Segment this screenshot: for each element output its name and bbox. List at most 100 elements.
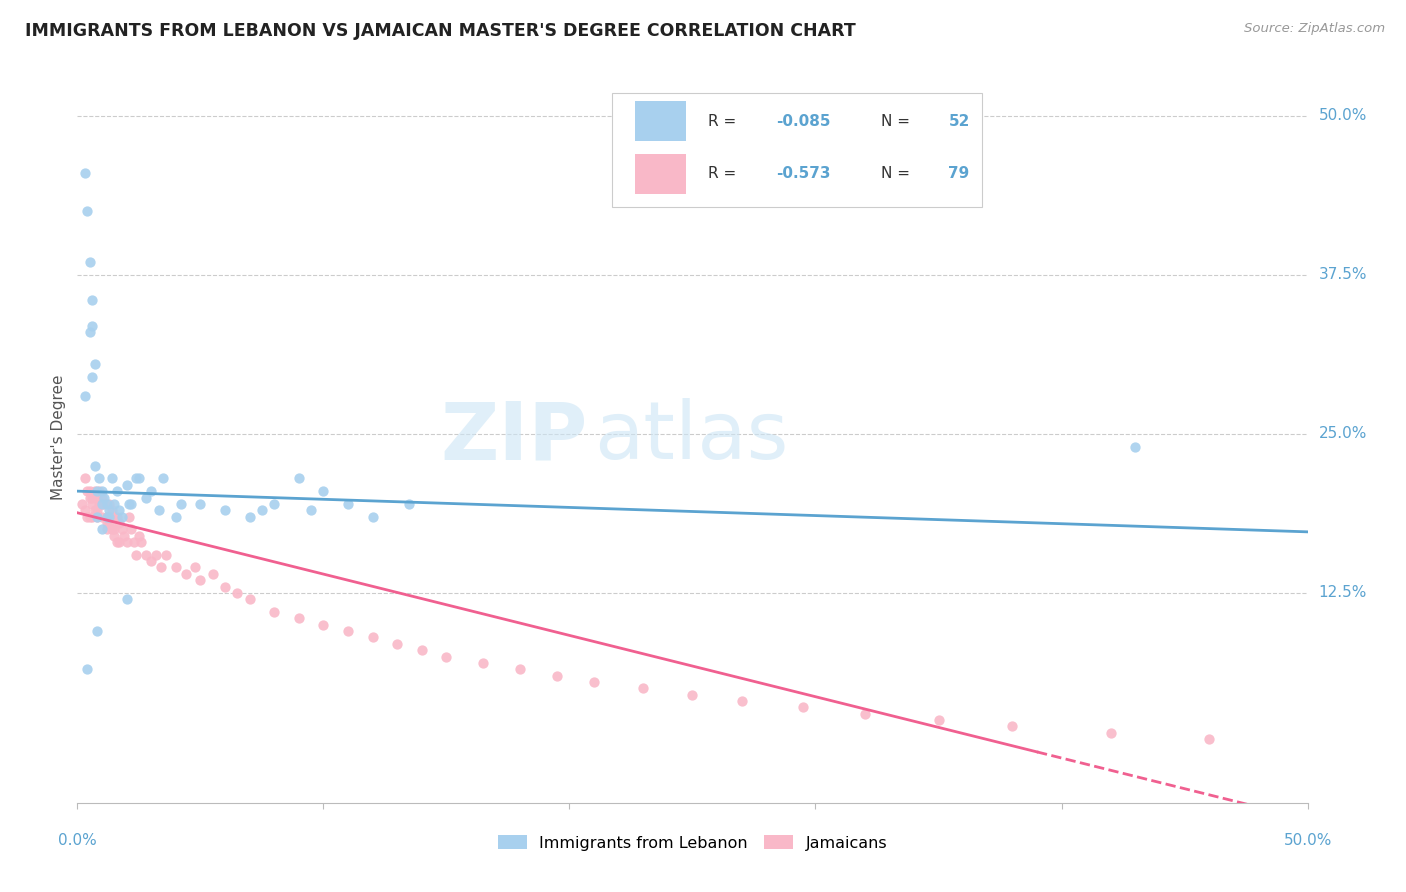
Point xyxy=(201,566,224,581)
Point xyxy=(121,497,143,511)
Point xyxy=(188,573,212,587)
Point xyxy=(82,318,104,333)
Point xyxy=(125,471,148,485)
Point xyxy=(288,611,311,625)
Point xyxy=(96,522,118,536)
Point xyxy=(148,503,170,517)
Point xyxy=(1125,440,1147,454)
Text: N =: N = xyxy=(880,166,914,181)
Point xyxy=(118,497,141,511)
Point xyxy=(108,503,131,517)
Point xyxy=(361,509,384,524)
Text: ZIP: ZIP xyxy=(440,398,588,476)
Point xyxy=(337,497,360,511)
Point xyxy=(98,509,121,524)
Point xyxy=(174,566,197,581)
Point xyxy=(583,675,606,690)
Text: 79: 79 xyxy=(949,166,970,181)
Point xyxy=(89,484,111,499)
Point xyxy=(103,522,125,536)
Point xyxy=(115,535,138,549)
Point xyxy=(105,484,128,499)
Text: -0.573: -0.573 xyxy=(776,166,831,181)
Text: 50.0%: 50.0% xyxy=(1284,833,1331,848)
Text: R =: R = xyxy=(709,166,741,181)
Point xyxy=(93,491,115,505)
Point xyxy=(96,509,118,524)
Point xyxy=(214,580,236,594)
Point xyxy=(86,509,108,524)
Point xyxy=(70,497,93,511)
Point xyxy=(76,204,98,219)
Point xyxy=(141,554,163,568)
Point xyxy=(263,497,285,511)
Point xyxy=(96,497,118,511)
Point xyxy=(214,503,236,517)
Text: 52: 52 xyxy=(949,113,970,128)
Point xyxy=(79,484,101,499)
Point xyxy=(83,484,105,499)
Point xyxy=(1099,726,1122,740)
Point xyxy=(86,484,108,499)
Point xyxy=(83,458,105,473)
Point xyxy=(73,503,96,517)
Point xyxy=(239,509,262,524)
Point xyxy=(86,624,108,638)
Point xyxy=(93,497,115,511)
Point xyxy=(288,471,311,485)
Point xyxy=(111,509,132,524)
Point xyxy=(79,325,101,339)
Point xyxy=(633,681,655,696)
Point xyxy=(90,491,114,505)
Point xyxy=(184,560,207,574)
Point xyxy=(111,522,132,536)
Point xyxy=(86,491,108,505)
Point xyxy=(472,656,495,670)
Point xyxy=(105,535,128,549)
Text: 12.5%: 12.5% xyxy=(1319,585,1367,600)
Point xyxy=(361,631,384,645)
Point xyxy=(1198,732,1220,747)
Point xyxy=(101,503,124,517)
Point xyxy=(105,509,128,524)
Point xyxy=(79,255,101,269)
Point xyxy=(188,497,212,511)
Point xyxy=(98,497,121,511)
Point xyxy=(135,548,157,562)
Point xyxy=(90,522,114,536)
Point xyxy=(96,516,118,530)
Point xyxy=(82,369,104,384)
Text: IMMIGRANTS FROM LEBANON VS JAMAICAN MASTER'S DEGREE CORRELATION CHART: IMMIGRANTS FROM LEBANON VS JAMAICAN MAST… xyxy=(25,22,856,40)
Point xyxy=(76,509,98,524)
Point xyxy=(82,491,104,505)
Point xyxy=(792,700,814,714)
Point xyxy=(79,509,101,524)
Point xyxy=(121,522,143,536)
Point xyxy=(79,491,101,505)
Point xyxy=(239,592,262,607)
Point xyxy=(155,548,177,562)
Point xyxy=(546,668,568,682)
Point xyxy=(135,491,157,505)
Text: atlas: atlas xyxy=(595,398,789,476)
Point xyxy=(682,688,704,702)
Point xyxy=(337,624,360,638)
Text: 0.0%: 0.0% xyxy=(58,833,97,848)
Point xyxy=(73,471,96,485)
Point xyxy=(509,662,531,676)
Point xyxy=(152,471,174,485)
Point xyxy=(83,503,105,517)
Point xyxy=(125,548,148,562)
Point xyxy=(250,503,273,517)
Point xyxy=(853,706,876,721)
Point xyxy=(103,509,125,524)
Point xyxy=(165,509,187,524)
Point xyxy=(122,535,145,549)
Text: 37.5%: 37.5% xyxy=(1319,268,1367,283)
Point xyxy=(226,586,249,600)
Point xyxy=(86,509,108,524)
Point xyxy=(90,484,114,499)
Point xyxy=(101,471,124,485)
Point xyxy=(170,497,193,511)
Y-axis label: Master's Degree: Master's Degree xyxy=(51,375,66,500)
